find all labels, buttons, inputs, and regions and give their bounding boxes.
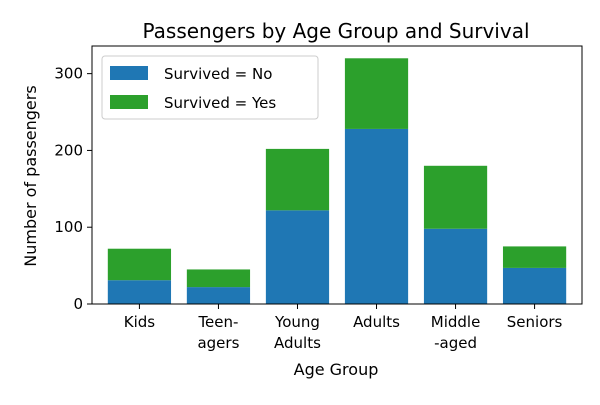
legend-box bbox=[101, 55, 319, 120]
x-tick-label: Adults bbox=[353, 313, 400, 331]
bar-survived-no-2 bbox=[265, 210, 330, 304]
bars-layer bbox=[107, 58, 567, 304]
bar-survived-yes-2 bbox=[265, 148, 330, 211]
y-tick-label: 300 bbox=[54, 65, 83, 83]
legend-label-yes: Survived = Yes bbox=[164, 94, 276, 112]
x-tick-label: Young Adults bbox=[274, 313, 321, 352]
y-axis-label: Number of passengers bbox=[21, 85, 40, 266]
legend: Survived = No Survived = Yes bbox=[101, 55, 319, 120]
y-tick-label: 0 bbox=[73, 295, 83, 313]
x-axis-label: Age Group bbox=[294, 360, 379, 379]
x-tick-label: Teen-agers bbox=[197, 313, 239, 352]
y-tick-label: 100 bbox=[54, 218, 83, 236]
bar-survived-no-3 bbox=[344, 128, 409, 304]
x-tick-label: Seniors bbox=[507, 313, 563, 331]
y-tick-label: 200 bbox=[54, 141, 83, 159]
bar-survived-yes-1 bbox=[186, 269, 251, 288]
bar-survived-yes-3 bbox=[344, 58, 409, 129]
x-axis: Kids Teen-agers Young Adults Adults Middle -ag… bbox=[124, 304, 563, 352]
legend-swatch-yes bbox=[110, 95, 148, 109]
bar-survived-no-1 bbox=[186, 287, 251, 304]
bar-survived-no-0 bbox=[107, 280, 172, 304]
y-axis: 0 100 200 300 bbox=[54, 65, 92, 313]
bar-survived-yes-5 bbox=[502, 246, 567, 268]
legend-label-no: Survived = No bbox=[164, 65, 272, 83]
bar-survived-yes-4 bbox=[423, 165, 488, 229]
legend-swatch-no bbox=[110, 66, 148, 80]
bar-survived-no-4 bbox=[423, 228, 488, 304]
bar-survived-yes-0 bbox=[107, 248, 172, 281]
chart-title: Passengers by Age Group and Survival bbox=[142, 19, 529, 43]
bar-survived-no-5 bbox=[502, 267, 567, 304]
plot-frame bbox=[91, 45, 583, 305]
x-tick-label: Kids bbox=[124, 313, 156, 331]
x-tick-label: Middle -aged bbox=[431, 313, 481, 352]
